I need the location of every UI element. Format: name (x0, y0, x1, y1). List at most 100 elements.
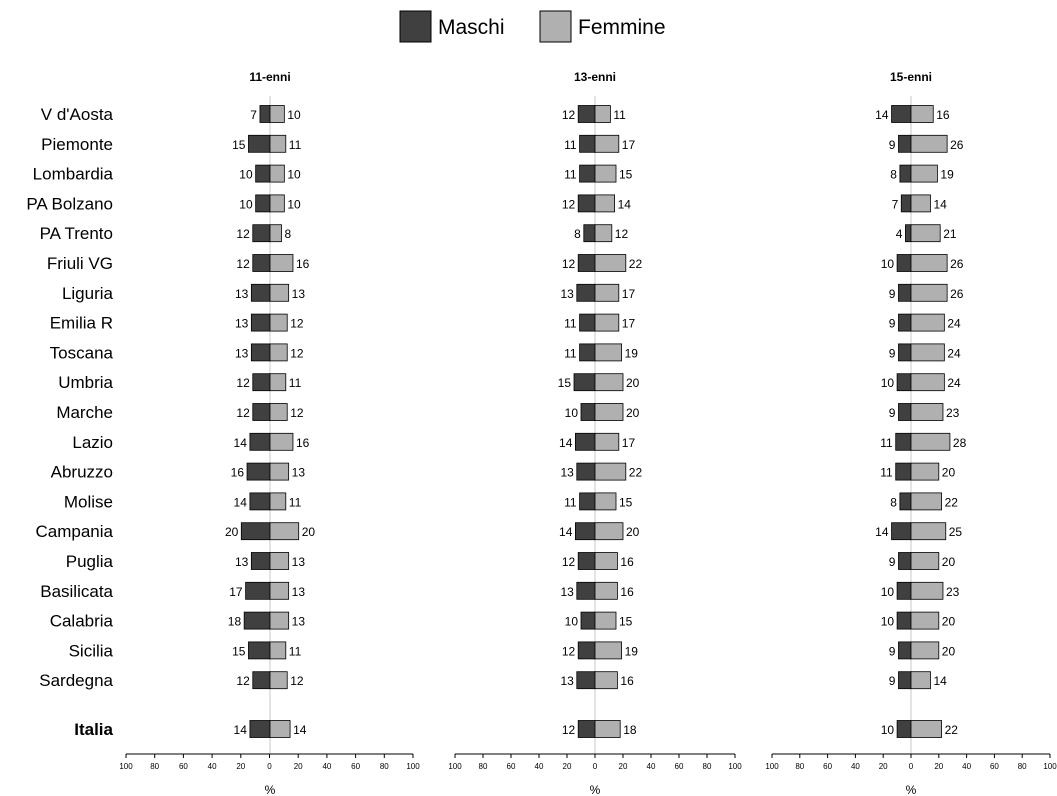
data-label-femmine: 20 (942, 466, 956, 480)
bar-femmine (910, 313, 945, 332)
data-label-maschi: 7 (250, 108, 257, 122)
bar-femmine (910, 373, 945, 392)
bar-femmine-italia (910, 720, 942, 738)
x-tick-label: 60 (351, 762, 360, 771)
bar-maschi (255, 164, 271, 183)
bar-maschi (240, 522, 271, 541)
bar-femmine (910, 283, 948, 302)
bar-femmine (594, 581, 618, 600)
bar-maschi (259, 105, 271, 123)
bar-maschi (905, 224, 912, 243)
bar-maschi (252, 373, 271, 392)
bar-femmine (269, 552, 290, 570)
bar-maschi (248, 641, 271, 660)
x-tick-label: 0 (267, 762, 272, 771)
bar-maschi (575, 432, 596, 451)
data-label-maschi: 11 (564, 168, 577, 182)
data-label-maschi: 9 (889, 406, 896, 420)
data-label-femmine: 16 (620, 585, 634, 599)
bar-femmine (269, 462, 290, 481)
bar-femmine (910, 164, 938, 183)
bar-maschi (580, 611, 596, 630)
bar-maschi (898, 552, 912, 570)
bar-femmine (269, 432, 294, 451)
data-label-femmine: 22 (629, 257, 643, 271)
bar-maschi (900, 194, 912, 213)
data-label-maschi: 12 (236, 674, 250, 688)
bar-maschi (579, 313, 596, 332)
data-label-femmine: 26 (950, 287, 964, 301)
data-label-maschi: 9 (889, 644, 896, 658)
data-label-maschi: 11 (564, 138, 577, 152)
data-label-maschi: 14 (875, 525, 889, 539)
x-tick-label: 40 (851, 762, 860, 771)
data-label-maschi: 10 (881, 257, 895, 271)
bar-femmine (269, 373, 287, 392)
bar-maschi (255, 194, 271, 213)
region-label: PA Bolzano (26, 194, 113, 213)
bar-maschi (896, 254, 912, 272)
bar-maschi (899, 492, 912, 511)
bar-maschi (250, 313, 271, 332)
bar-femmine (594, 343, 623, 362)
data-label-maschi: 14 (875, 108, 889, 122)
data-label-maschi: 15 (232, 644, 246, 658)
bar-maschi (575, 522, 596, 541)
data-label-maschi: 10 (881, 585, 895, 599)
region-label: Piemonte (41, 135, 113, 154)
bar-maschi (252, 224, 271, 243)
data-label-maschi: 10 (881, 376, 895, 390)
bar-femmine (594, 671, 618, 690)
data-label-femmine: 14 (618, 197, 632, 211)
region-label-italia: Italia (74, 720, 113, 739)
data-label-maschi: 13 (560, 585, 574, 599)
data-label-maschi-italia: 12 (562, 723, 576, 737)
data-label-femmine: 20 (302, 525, 316, 539)
bar-femmine-italia (594, 720, 621, 738)
bar-femmine (910, 492, 942, 511)
region-label: Campania (36, 522, 114, 541)
data-label-maschi: 11 (880, 436, 893, 450)
bar-maschi (899, 164, 912, 183)
x-tick-label: 40 (962, 762, 971, 771)
data-label-maschi: 12 (562, 644, 576, 658)
bar-maschi (583, 224, 596, 243)
bar-femmine (910, 462, 940, 481)
bar-femmine (269, 343, 288, 362)
x-tick-label: 20 (934, 762, 943, 771)
bar-femmine (910, 105, 934, 123)
legend-swatch-femmine (539, 10, 572, 43)
data-label-maschi: 12 (562, 257, 576, 271)
data-label-femmine: 20 (942, 555, 956, 569)
x-tick-label: 40 (647, 762, 656, 771)
bar-femmine (269, 403, 288, 421)
x-tick-label: 20 (294, 762, 303, 771)
bar-maschi (573, 373, 596, 392)
data-label-maschi: 11 (880, 466, 893, 480)
data-label-femmine: 11 (289, 376, 302, 390)
data-label-femmine: 8 (284, 227, 291, 241)
bar-femmine (269, 194, 285, 213)
data-label-maschi: 15 (558, 376, 572, 390)
data-label-femmine: 13 (292, 287, 306, 301)
data-label-femmine: 13 (292, 615, 306, 629)
data-label-femmine: 17 (622, 138, 636, 152)
bar-femmine (910, 522, 947, 541)
bar-maschi (891, 522, 912, 541)
bar-maschi (249, 492, 271, 511)
bar-maschi (252, 254, 271, 272)
bar-maschi (577, 552, 596, 570)
data-label-femmine: 12 (290, 317, 304, 331)
data-label-femmine: 22 (629, 466, 643, 480)
data-label-maschi: 11 (564, 317, 577, 331)
data-label-femmine: 19 (625, 644, 639, 658)
bar-femmine (269, 581, 290, 600)
data-label-femmine: 11 (289, 644, 302, 658)
data-label-maschi: 16 (231, 466, 245, 480)
x-tick-label: 100 (119, 762, 133, 771)
bar-maschi (898, 134, 912, 153)
data-label-maschi: 10 (565, 615, 579, 629)
bar-femmine (594, 283, 620, 302)
data-label-femmine: 16 (296, 257, 310, 271)
